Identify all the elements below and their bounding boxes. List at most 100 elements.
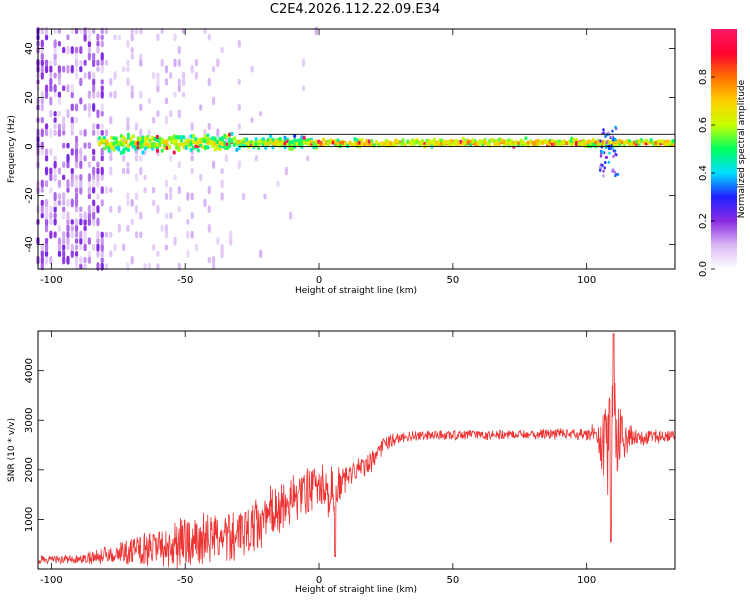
- spectrogram-cell: [297, 141, 301, 146]
- spectrogram-cell: [49, 60, 53, 66]
- spectrogram-cell: [53, 231, 57, 238]
- spectrogram-cell: [302, 140, 306, 145]
- spectrogram-cell: [49, 65, 53, 73]
- spectrogram-cell: [411, 142, 415, 147]
- spectrogram-cell: [317, 139, 321, 144]
- spectrogram-cell: [175, 143, 179, 148]
- spectrogram-cell: [413, 141, 417, 146]
- spectrogram-x-tick-label: 50: [446, 275, 459, 286]
- spectrogram-cell: [611, 138, 615, 142]
- spectrogram-cell: [229, 230, 233, 239]
- spectrogram-cell: [190, 64, 194, 74]
- spectrogram-cell: [156, 33, 160, 42]
- spectrogram-cell: [247, 140, 251, 145]
- spectrogram-cell: [199, 104, 203, 111]
- spectrogram-cell: [74, 251, 79, 257]
- snr-panel: -100 -50 0 50 100 1000 2000 3000 4000 Height of …: [7, 330, 676, 595]
- spectrogram-cell: [66, 84, 70, 93]
- spectrogram-cell: [172, 138, 176, 143]
- spectrogram-cell: [70, 122, 74, 131]
- spectrogram-cell: [459, 139, 463, 144]
- spectrogram-cell: [164, 115, 169, 125]
- spectrogram-cell: [66, 224, 70, 233]
- spectrogram-cell: [160, 58, 164, 67]
- spectrogram-cell: [384, 138, 388, 143]
- spectrogram-cell: [79, 77, 83, 87]
- spectrogram-cell: [432, 142, 436, 147]
- spectrogram-cell: [83, 257, 87, 264]
- spectrogram-cell: [62, 256, 66, 265]
- spectrogram-cell: [139, 53, 143, 60]
- spectrogram-cell: [179, 138, 183, 143]
- colorbar-tick-label: 0.6: [698, 117, 709, 133]
- spectrogram-cell: [49, 230, 53, 239]
- spectrogram-cell: [241, 192, 246, 201]
- spectrogram-cell: [276, 139, 280, 144]
- spectrogram-cell: [307, 137, 311, 142]
- spectrogram-cell: [96, 230, 100, 239]
- spectrogram-cell: [610, 147, 613, 151]
- spectrogram-cell: [565, 141, 569, 146]
- spectrogram-cell: [96, 59, 100, 66]
- spectrogram-cell: [169, 72, 173, 79]
- snr-x-tick-label: 50: [446, 575, 459, 586]
- spectrogram-cell: [62, 142, 66, 149]
- spectrogram-cell: [130, 28, 134, 34]
- spectrogram-cell: [113, 71, 117, 80]
- spectrogram-cell: [182, 92, 186, 98]
- snr-y-axis-label: SNR (10 * v/v): [7, 418, 17, 482]
- spectrogram-cell: [139, 90, 143, 99]
- spectrogram-cell: [452, 141, 456, 146]
- spectrogram-cell: [44, 84, 49, 92]
- spectrogram-cell: [507, 141, 511, 146]
- spectrogram-cell: [87, 218, 91, 226]
- spectrogram-cell: [130, 218, 134, 226]
- spectrogram-cell: [155, 148, 159, 153]
- spectrogram-cell: [139, 166, 143, 176]
- spectrogram-cell: [189, 147, 193, 152]
- spectrogram-cell: [190, 155, 194, 162]
- spectrogram-cell: [155, 134, 159, 139]
- spectrogram-cell: [70, 103, 74, 112]
- spectrogram-cell: [207, 34, 211, 41]
- spectrogram-cell: [44, 243, 49, 252]
- spectrogram-cell: [44, 255, 49, 265]
- spectrogram-cell: [389, 141, 393, 146]
- spectrogram-cell: [538, 139, 542, 144]
- spectrogram-cell: [53, 192, 57, 201]
- spectrogram-cell: [96, 262, 100, 271]
- spectrogram-y-axis-label: Frequency (Hz): [7, 115, 17, 183]
- snr-y-tick-label: 4000: [24, 358, 35, 383]
- spectrogram-cell: [134, 155, 139, 162]
- spectrogram-cell: [96, 123, 100, 130]
- spectrogram-cell: [396, 139, 400, 144]
- spectrogram-cell: [126, 161, 130, 168]
- spectrogram-cell: [74, 206, 79, 213]
- spectrogram-cell: [53, 166, 57, 176]
- spectrogram-cell: [172, 134, 176, 139]
- spectrogram-cell: [483, 139, 487, 144]
- spectrogram-cell: [190, 192, 194, 201]
- spectrogram-cell: [148, 144, 152, 149]
- spectrogram-cell: [74, 179, 79, 189]
- spectrogram-cell: [584, 144, 588, 149]
- spectrogram-cell: [220, 179, 224, 189]
- spectrogram-cell: [220, 142, 224, 147]
- spectrogram-cell: [130, 199, 134, 207]
- spectrogram-cell: [601, 140, 605, 145]
- spectrogram-cell: [232, 143, 236, 148]
- spectrogram-cell: [79, 179, 83, 188]
- spectrogram-cell: [401, 138, 405, 143]
- spectrogram-cell: [74, 256, 79, 265]
- spectrogram-cell: [229, 236, 233, 246]
- spectrogram-cell: [194, 71, 199, 80]
- spectrogram-cell: [661, 139, 665, 144]
- spectrogram-cell: [623, 140, 627, 145]
- spectrogram-cell: [264, 142, 268, 147]
- spectrogram-cell: [44, 34, 49, 41]
- spectrogram-cell: [136, 136, 140, 141]
- spectrogram-cell: [326, 142, 330, 147]
- spectrogram-cell: [92, 84, 96, 93]
- spectrogram-cell: [331, 140, 335, 145]
- spectrogram-cell: [194, 137, 198, 142]
